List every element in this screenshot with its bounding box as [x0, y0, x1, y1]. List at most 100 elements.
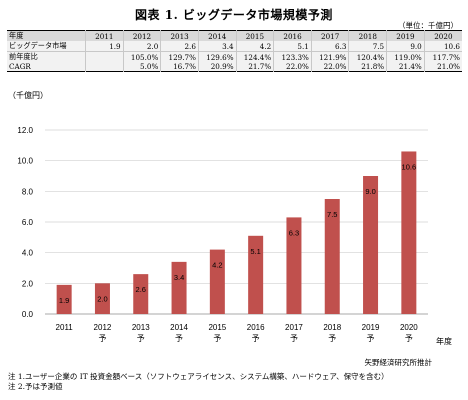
table-cell: 7.5 — [348, 41, 388, 52]
data-label: 9.0 — [365, 187, 375, 196]
x-tick-label: 2013 — [132, 323, 150, 332]
data-table: 年度 2011 2012 2013 2014 2015 2016 2017 20… — [7, 30, 462, 72]
table-header-cell: 2018 — [348, 30, 388, 41]
table-cell: 16.7% — [160, 62, 199, 72]
x-tick-label: 2012 — [94, 323, 112, 332]
y-tick-label: 8.0 — [22, 187, 34, 196]
bar — [324, 199, 340, 314]
x-tick-sublabel: 予 — [137, 334, 145, 343]
bar — [286, 217, 302, 314]
x-tick-sublabel: 予 — [98, 334, 106, 343]
x-tick-label: 2016 — [247, 323, 265, 332]
x-tick-sublabel: 予 — [328, 334, 336, 343]
bar — [401, 151, 417, 314]
table-cell: 2.6 — [160, 41, 199, 52]
table-cell: 105.0% — [123, 51, 162, 62]
x-tick-label: 2019 — [362, 323, 380, 332]
table-header-cell: 2014 — [198, 30, 237, 41]
x-tick-sublabel: 予 — [367, 334, 375, 343]
bar — [56, 284, 72, 314]
y-tick-label: 0.0 — [22, 310, 34, 319]
table-cell: 5.1 — [273, 41, 312, 52]
table-cell: 22.0% — [311, 62, 350, 72]
x-tick-label: 2018 — [323, 323, 341, 332]
table-row-label: ビッグデータ市場 — [7, 41, 86, 52]
table-cell: 129.7% — [160, 51, 199, 62]
x-tick-sublabel: 予 — [175, 334, 183, 343]
table-cell: 9.0 — [386, 41, 425, 52]
x-tick-label: 2014 — [170, 323, 188, 332]
table-row-label: CAGR — [7, 62, 86, 72]
x-axis-label: 年度 — [436, 336, 452, 346]
bar — [133, 274, 149, 314]
x-tick-sublabel: 予 — [290, 334, 298, 343]
footnotes: 注 1.ユーザー企業の IT 投資金額ベース（ソフトウェアライセンス、システム構… — [8, 372, 389, 392]
table-cell: 120.4% — [348, 51, 388, 62]
table-cell: 21.7% — [236, 62, 275, 72]
table-cell: 3.4 — [198, 41, 237, 52]
table-cell: 1.9 — [85, 41, 124, 52]
table-cell: 2.0 — [123, 41, 162, 52]
data-label: 5.1 — [250, 247, 260, 256]
data-label: 2.0 — [97, 294, 107, 303]
table-cell: 5.0% — [123, 62, 162, 72]
table-cell: 20.9% — [198, 62, 237, 72]
bar — [248, 235, 264, 314]
table-cell: 4.2 — [236, 41, 275, 52]
table-header-cell: 2020 — [424, 30, 462, 41]
table-cell: 117.7% — [432, 52, 460, 62]
table-header-cell: 2011 — [85, 30, 124, 41]
x-tick-label: 2015 — [208, 323, 226, 332]
x-tick-label: 2020 — [400, 323, 418, 332]
data-label: 7.5 — [327, 210, 337, 219]
table-cell: 22.0% — [273, 62, 312, 72]
table-header-cell: 2016 — [273, 30, 312, 41]
x-tick-label: 2011 — [56, 323, 74, 332]
bar-chart: （千億円） 0.0 2.0 4.0 6.0 8.0 10.0 12.0 1.9 2011 2.0 20… — [0, 88, 468, 360]
table-row: ビッグデータ市場 1.9 2.0 2.6 3.4 4.2 5.1 6.3 7.5… — [7, 41, 462, 52]
table-header-cell: 2013 — [160, 30, 199, 41]
footnote: 注 2.予は予測値 — [8, 382, 63, 391]
table-cell: 124.4% — [236, 51, 275, 62]
table-header-cell: 2012 — [123, 30, 162, 41]
table-header-row: 年度 2011 2012 2013 2014 2015 2016 2017 20… — [7, 30, 462, 41]
unit-label: （単位：千億円） — [398, 21, 458, 30]
source-note: 矢野経済研究所推計 — [364, 358, 433, 367]
data-label: 4.2 — [212, 261, 222, 270]
x-tick-label: 2017 — [285, 323, 303, 332]
x-tick-sublabel: 予 — [405, 334, 413, 343]
bar — [363, 176, 379, 314]
data-label: 10.6 — [402, 162, 417, 171]
table-cell: 10.6 — [424, 41, 462, 52]
y-tick-label: 12.0 — [17, 126, 33, 135]
x-tick-sublabel: 予 — [252, 334, 260, 343]
table-header-cell: 年度 — [7, 30, 86, 41]
bar — [209, 249, 225, 314]
table-cell: 6.3 — [311, 41, 350, 52]
table-row: 前年度比 105.0% 129.7% 129.6% 124.4% 123.3% … — [7, 51, 462, 62]
bar — [171, 261, 187, 314]
table-header-cell: 2017 — [311, 30, 350, 41]
table-cell: 119.0% — [386, 51, 425, 62]
table-cell — [85, 62, 124, 72]
table-header-cell: 2019 — [386, 30, 425, 41]
table-cell — [85, 51, 124, 62]
chart-title: 図表 1. ビッグデータ市場規模予測 — [135, 8, 333, 22]
table-cell: 129.6% — [198, 51, 237, 62]
x-tick-sublabel: 予 — [213, 334, 221, 343]
y-tick-label: 2.0 — [22, 279, 34, 288]
data-label: 1.9 — [59, 296, 69, 305]
y-tick-label: 10.0 — [17, 157, 33, 166]
y-axis-label: （千億円） — [8, 90, 48, 100]
table-cell: 21.4% — [386, 62, 425, 72]
table-row: CAGR 5.0% 16.7% 20.9% 21.7% 22.0% 22.0% … — [7, 62, 462, 72]
table-row-label: 前年度比 — [7, 51, 86, 62]
table-cell: 21.0% — [437, 62, 460, 71]
data-label: 2.6 — [136, 285, 146, 294]
table-header-cell: 2015 — [236, 30, 275, 41]
chart-svg: （千億円） 0.0 2.0 4.0 6.0 8.0 10.0 12.0 1.9 2011 2.0 20… — [8, 90, 452, 346]
data-label: 6.3 — [289, 228, 299, 237]
bar — [94, 283, 110, 314]
data-label: 3.4 — [174, 273, 184, 282]
table-cell: 123.3% — [273, 51, 312, 62]
